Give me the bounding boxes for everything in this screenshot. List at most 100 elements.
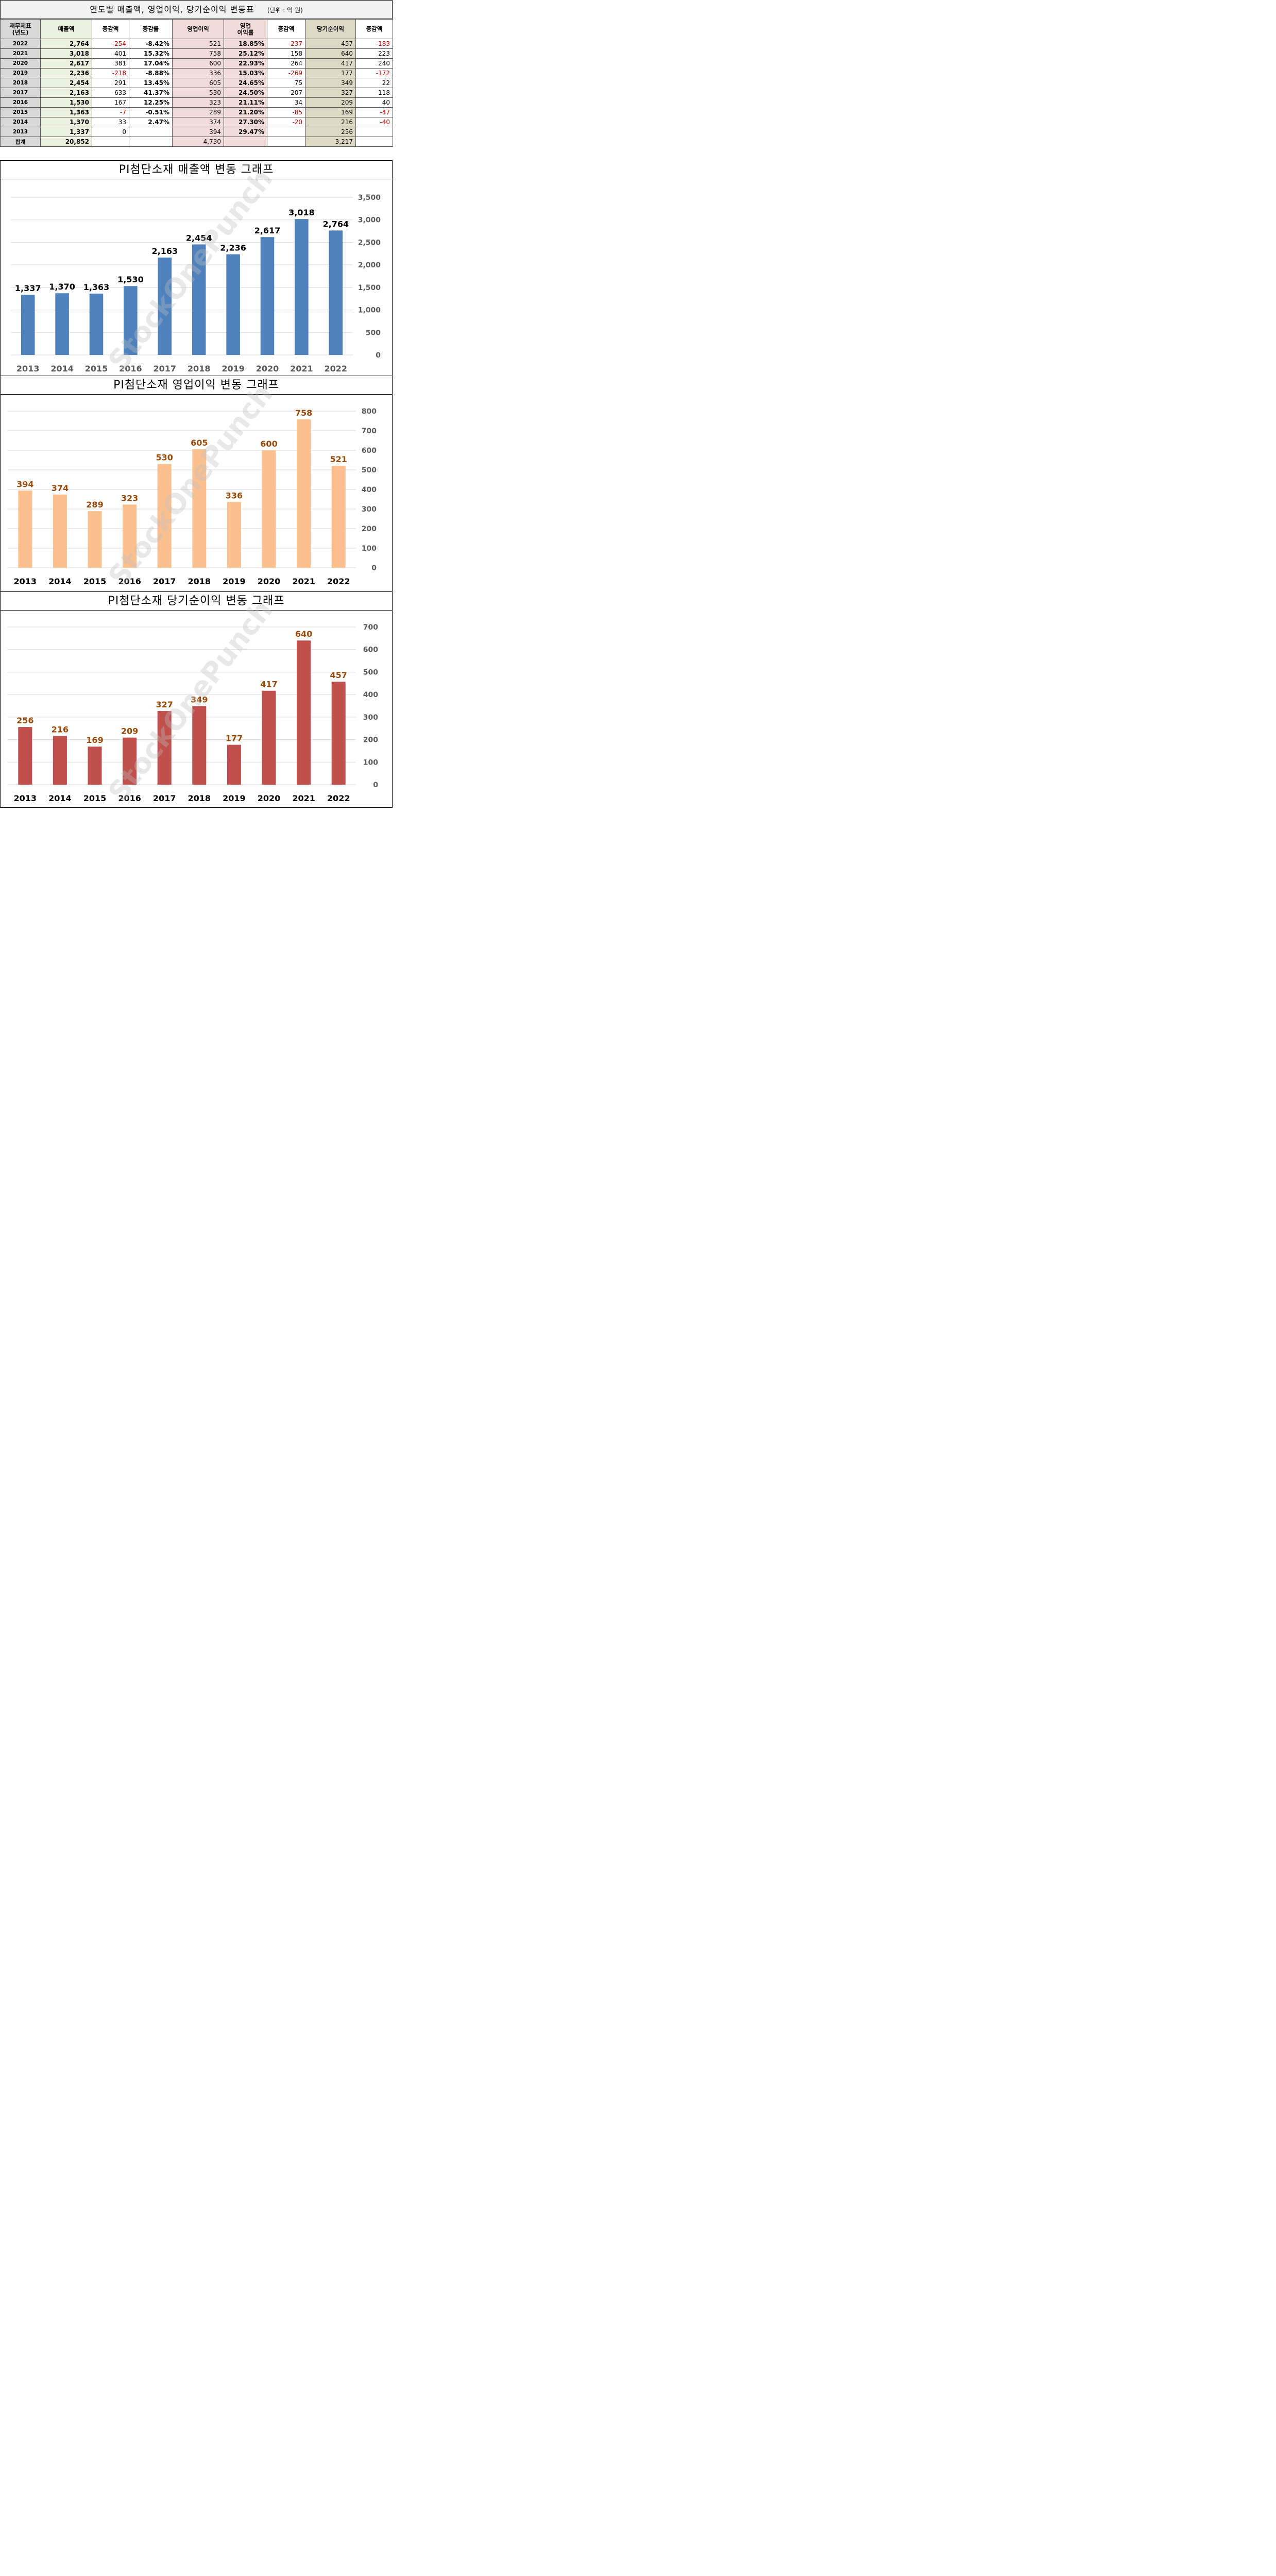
x-tick-label: 2019: [223, 793, 246, 803]
cell-revenue-change: 381: [92, 58, 129, 69]
cell-operating-profit: 530: [172, 88, 224, 98]
bar-2018: [192, 449, 207, 568]
cell-operating-margin: 25.12%: [224, 48, 267, 59]
bar-2016: [123, 504, 137, 568]
cell-net-income: 457: [305, 39, 356, 49]
table-row: 2019 2,236 -218 -8.88% 336 15.03% -269 177 -172: [0, 68, 393, 78]
bar-2013: [18, 490, 32, 568]
cell-op-change: 207: [267, 88, 305, 98]
bar-2020: [260, 237, 275, 355]
cell-revenue-rate: 2.47%: [129, 117, 173, 127]
table-row: 2013 1,337 0 394 29.47% 256: [0, 127, 393, 137]
cell-revenue-rate: 13.45%: [129, 78, 173, 88]
cell-net-change: 40: [355, 97, 393, 108]
cell-operating-profit: 600: [172, 58, 224, 69]
cell-year: 2018: [0, 78, 41, 88]
x-tick-label: 2015: [83, 793, 107, 803]
header-revenue-change: 증감액: [92, 19, 129, 39]
x-tick-label: 2017: [153, 577, 176, 586]
page-root: 연도별 매출액, 영업이익, 당기순이익 변동표 (단위 : 억 원) 재무제표…: [0, 0, 394, 808]
bar-2014: [55, 293, 69, 355]
cell-revenue-change: 167: [92, 97, 129, 108]
y-tick-label: 2,500: [358, 239, 381, 247]
x-tick-label: 2013: [14, 577, 37, 586]
revenue-chart-panel: PI첨단소재 매출액 변동 그래프 0 500 1,000 1,500 2,000 2,5…: [0, 160, 393, 377]
operating-profit-chart-title: PI첨단소재 영업이익 변동 그래프: [1, 376, 392, 395]
data-label: 2,163: [151, 246, 178, 256]
data-label: 289: [86, 500, 103, 510]
data-label: 1,530: [117, 275, 144, 284]
cell-net-change: [355, 137, 393, 147]
data-label: 600: [260, 439, 277, 449]
cell-revenue: 1,530: [40, 97, 92, 108]
data-label: 177: [226, 734, 243, 743]
y-tick-label: 0: [376, 351, 381, 360]
cell-revenue: 2,764: [40, 39, 92, 49]
data-label: 640: [295, 629, 312, 639]
cell-operating-profit: 374: [172, 117, 224, 127]
x-tick-label: 2021: [290, 364, 313, 374]
cell-year: 2013: [0, 127, 41, 137]
cell-revenue: 2,454: [40, 78, 92, 88]
cell-year: 2022: [0, 39, 41, 49]
operating-profit-chart-panel: PI첨단소재 영업이익 변동 그래프 0 100 200 300 400 500 600 70…: [0, 376, 393, 592]
cell-net-change: -47: [355, 107, 393, 117]
cell-operating-profit: 394: [172, 127, 224, 137]
cell-operating-margin: 15.03%: [224, 68, 267, 78]
cell-revenue-change: -218: [92, 68, 129, 78]
cell-operating-profit: 605: [172, 78, 224, 88]
data-label: 457: [330, 670, 347, 680]
net-income-chart-title: PI첨단소재 당기순이익 변동 그래프: [1, 592, 392, 611]
cell-net-change: [355, 127, 393, 137]
bar-2018: [192, 244, 206, 355]
cell-revenue-rate: -8.42%: [129, 39, 173, 49]
data-label: 256: [16, 716, 33, 725]
cell-revenue-rate: 17.04%: [129, 58, 173, 69]
header-revenue: 매출액: [40, 19, 92, 39]
data-label: 394: [16, 479, 33, 489]
table-title-text: 연도별 매출액, 영업이익, 당기순이익 변동표: [90, 5, 254, 14]
y-tick-label: 3,500: [358, 194, 381, 202]
data-label: 758: [295, 408, 312, 418]
data-label: 605: [191, 438, 208, 448]
cell-net-change: 240: [355, 58, 393, 69]
cell-revenue: 1,337: [40, 127, 92, 137]
data-label: 530: [156, 453, 173, 463]
bar-2022: [331, 682, 346, 785]
data-label: 417: [260, 680, 277, 689]
cell-revenue-change: 633: [92, 88, 129, 98]
y-tick-label: 700: [362, 427, 377, 435]
bar-2014: [53, 736, 67, 785]
cell-operating-margin: 21.11%: [224, 97, 267, 108]
cell-year: 2021: [0, 48, 41, 59]
y-tick-label: 1,500: [358, 284, 381, 292]
cell-revenue: 3,018: [40, 48, 92, 59]
cell-year: 2015: [0, 107, 41, 117]
cell-net-income: 256: [305, 127, 356, 137]
cell-year: 2014: [0, 117, 41, 127]
y-tick-label: 300: [362, 505, 377, 514]
header-op-change: 증감액: [267, 19, 305, 39]
cell-operating-margin: 22.93%: [224, 58, 267, 69]
cell-net-change: -183: [355, 39, 393, 49]
cell-revenue-rate: -0.51%: [129, 107, 173, 117]
data-label: 3,018: [288, 208, 315, 217]
table-title: 연도별 매출액, 영업이익, 당기순이익 변동표 (단위 : 억 원): [0, 0, 393, 19]
cell-net-income: 640: [305, 48, 356, 59]
x-tick-label: 2018: [188, 364, 211, 374]
bar-2021: [297, 419, 311, 568]
data-label: 2,764: [322, 219, 349, 229]
cell-net-income: 209: [305, 97, 356, 108]
y-tick-label: 500: [363, 668, 378, 676]
y-tick-label: 700: [363, 623, 378, 632]
revenue-chart: 0 500 1,000 1,500 2,000 2,500 3,000 3,500 1,337 2…: [11, 194, 381, 374]
bar-2019: [227, 744, 241, 785]
cell-net-income: 3,217: [305, 137, 356, 147]
y-tick-label: 500: [366, 329, 381, 337]
header-operating-margin: 영업 이익률: [224, 19, 267, 39]
cell-revenue: 20,852: [40, 137, 92, 147]
y-tick-label: 800: [362, 408, 377, 416]
table-row: 합계 20,852 4,730 3,217: [0, 137, 393, 147]
cell-op-change: -85: [267, 107, 305, 117]
bar-2015: [88, 511, 102, 568]
